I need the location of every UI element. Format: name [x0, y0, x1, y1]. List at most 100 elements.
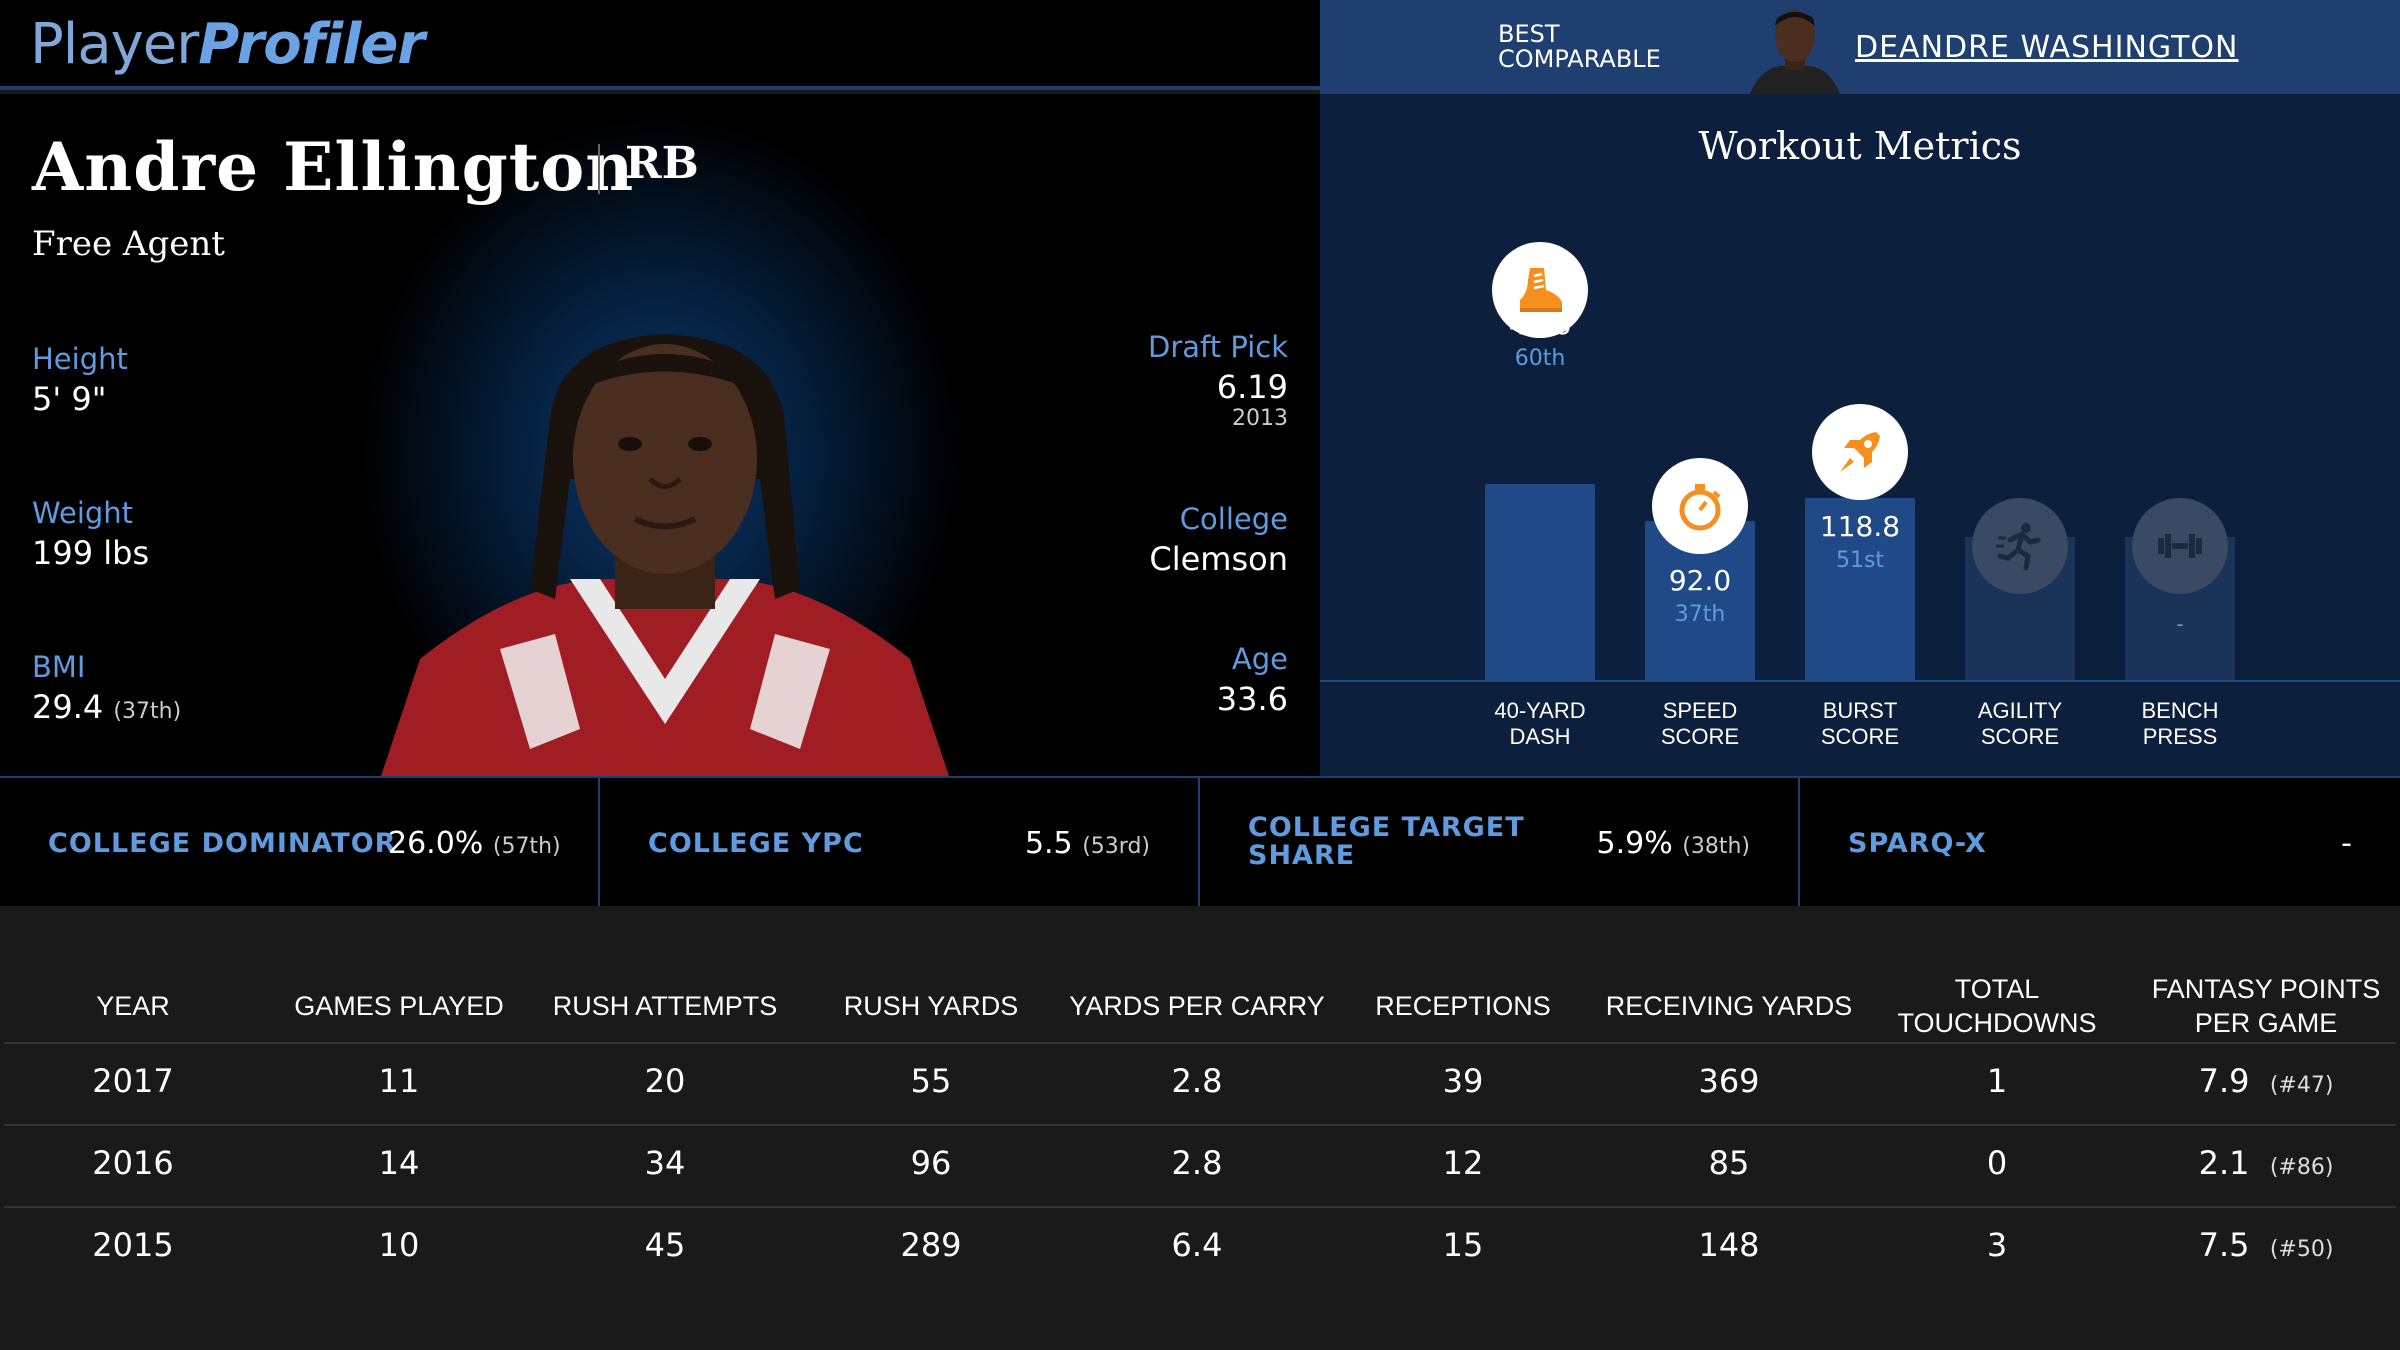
axis-line1: BURST — [1822, 698, 1898, 723]
bmi-rank: (37th) — [113, 699, 182, 724]
cs-label-line1: COLLEGE TARGET — [1248, 812, 1525, 843]
workout-axis-burst-score: BURST SCORE — [1780, 698, 1940, 750]
col-header-games-played: GAMES PLAYED — [294, 991, 504, 1021]
cell-games: 11 — [378, 1062, 420, 1100]
draft-value: 6.19 — [1216, 368, 1288, 406]
college-dominator-cell: COLLEGE DOMINATOR 26.0% (57th) — [0, 778, 600, 908]
sparq-x-value: - — [2341, 826, 2352, 861]
workout-pct-bench-press: - — [2176, 612, 2184, 636]
cell-rush-att: 34 — [644, 1144, 686, 1182]
draft-label: Draft Pick — [1148, 330, 1288, 364]
col-header-rush-attempts: RUSH ATTEMPTS — [552, 991, 778, 1021]
cs-rank: (53rd) — [1082, 834, 1150, 859]
cs-rank: (57th) — [492, 834, 561, 859]
fppg-rank: (#50) — [2269, 1237, 2334, 1262]
cs-number: 5.9% — [1596, 826, 1673, 861]
workout-bar-burst-score — [1805, 498, 1915, 680]
college-target-share-cell: COLLEGE TARGET SHARE 5.9% (38th) — [1200, 778, 1800, 908]
player-team: Free Agent — [32, 224, 225, 264]
col-header-rush-yards: RUSH YARDS — [843, 991, 1019, 1021]
draft-year: 2013 — [1232, 406, 1288, 431]
weight-label: Weight — [32, 496, 134, 530]
axis-line1: AGILITY — [1977, 698, 2063, 723]
college-target-share-value: 5.9% (38th) — [1597, 826, 1751, 861]
agility-runner-icon — [1972, 498, 2068, 594]
cs-number: 5.5 — [1024, 826, 1073, 861]
axis-line1: 40-YARD — [1494, 698, 1586, 723]
player-photo — [381, 334, 949, 776]
cell-year: 2015 — [92, 1226, 174, 1264]
workout-axis-agility-score: AGILITY SCORE — [1940, 698, 2100, 750]
col-header-yards-per-carry: YARDS PER CARRY — [1069, 991, 1325, 1021]
fppg-value: 2.1 — [2198, 1144, 2250, 1182]
cell-rush-att: 20 — [644, 1062, 686, 1100]
cell-rec: 12 — [1442, 1144, 1484, 1182]
rocket-icon — [1812, 404, 1908, 500]
college-dominator-value: 26.0% (57th) — [388, 826, 561, 861]
best-comparable-bar: BEST COMPARABLE DEANDRE WASHINGTON — [1320, 0, 2400, 94]
bmi-value: 29.4 (37th) — [32, 688, 181, 726]
cell-ypc: 2.8 — [1171, 1144, 1223, 1182]
player-panel: Andre Ellington RB Free Agent Height 5' … — [0, 94, 1320, 776]
workout-pct-burst-score: 51st — [1835, 548, 1885, 573]
workout-axis-40-yard-dash: 40-YARD DASH — [1460, 698, 1620, 750]
axis-line1: SPEED — [1662, 698, 1738, 723]
cell-fppg: 7.5 (#50) — [2132, 1226, 2400, 1264]
sparq-x-cell: SPARQ-X - — [1800, 778, 2400, 908]
cell-ypc: 6.4 — [1171, 1226, 1223, 1264]
logo-text-player: Player — [30, 12, 199, 77]
axis-line2: SCORE — [1980, 724, 2060, 749]
college-dominator-label: COLLEGE DOMINATOR — [48, 828, 397, 859]
workout-value-speed-score: 92.0 — [1668, 564, 1732, 597]
table-divider — [4, 1042, 2396, 1044]
cs-number: 26.0% — [388, 826, 484, 861]
college-stats-strip: COLLEGE DOMINATOR 26.0% (57th) COLLEGE Y… — [0, 776, 2400, 908]
cell-fppg: 2.1 (#86) — [2132, 1144, 2400, 1182]
workout-pct-speed-score: 37th — [1674, 602, 1726, 627]
logo-bar: PlayerProfiler — [0, 0, 1320, 90]
bmi-number: 29.4 — [32, 688, 104, 726]
workout-metrics-panel: Workout Metrics 4.56 60th 40-YARD DASH 92… — [1320, 94, 2400, 776]
season-stats-table: YEAR GAMES PLAYED RUSH ATTEMPTS RUSH YAR… — [0, 906, 2400, 1350]
age-label: Age — [1231, 642, 1288, 676]
cell-rec-yds: 85 — [1708, 1144, 1750, 1182]
bmi-label: BMI — [32, 650, 86, 684]
cell-rush-att: 45 — [644, 1226, 686, 1264]
table-divider — [4, 1124, 2396, 1126]
fppg-value: 7.9 — [2198, 1062, 2250, 1100]
cell-rush-yds: 96 — [910, 1144, 952, 1182]
name-divider — [598, 144, 600, 194]
running-shoe-icon — [1492, 242, 1588, 338]
col-header-fantasy-points: FANTASY POINTS PER GAME — [2151, 974, 2381, 1038]
weight-value: 199 lbs — [32, 534, 150, 572]
fppg-rank: (#47) — [2269, 1073, 2334, 1098]
comparable-avatar — [1750, 10, 1840, 94]
college-ypc-label: COLLEGE YPC — [648, 828, 864, 859]
axis-line2: DASH — [1509, 724, 1571, 749]
col-header-receiving-yards: RECEIVING YARDS — [1605, 991, 1853, 1021]
workout-bar-40-yard-dash — [1485, 484, 1595, 680]
cell-td: 1 — [1986, 1062, 2008, 1100]
axis-line2: SCORE — [1820, 724, 1900, 749]
cell-td: 0 — [1986, 1144, 2008, 1182]
best-comparable-label: BEST COMPARABLE — [1498, 22, 1661, 72]
college-ypc-cell: COLLEGE YPC 5.5 (53rd) — [600, 778, 1200, 908]
cs-rank: (38th) — [1682, 834, 1750, 859]
cell-rush-yds: 289 — [900, 1226, 962, 1264]
comparable-player-link[interactable]: DEANDRE WASHINGTON — [1855, 30, 2239, 65]
site-logo[interactable]: PlayerProfiler — [30, 12, 425, 77]
college-target-share-label: COLLEGE TARGET SHARE — [1248, 814, 1525, 870]
cell-fppg: 7.9 (#47) — [2132, 1062, 2400, 1100]
player-name: Andre Ellington — [32, 128, 635, 206]
cs-label-line2: SHARE — [1248, 840, 1356, 871]
fppg-rank: (#86) — [2269, 1155, 2334, 1180]
best-comparable-label-line1: BEST — [1498, 20, 1560, 48]
cell-rec-yds: 369 — [1698, 1062, 1760, 1100]
workout-axis-bench-press: BENCH PRESS — [2100, 698, 2260, 750]
height-label: Height — [32, 342, 128, 376]
axis-line2: SCORE — [1660, 724, 1740, 749]
fppg-value: 7.5 — [2198, 1226, 2250, 1264]
col-header-receptions: RECEPTIONS — [1375, 991, 1551, 1021]
workout-axis-speed-score: SPEED SCORE — [1620, 698, 1780, 750]
workout-baseline — [1320, 680, 2400, 682]
